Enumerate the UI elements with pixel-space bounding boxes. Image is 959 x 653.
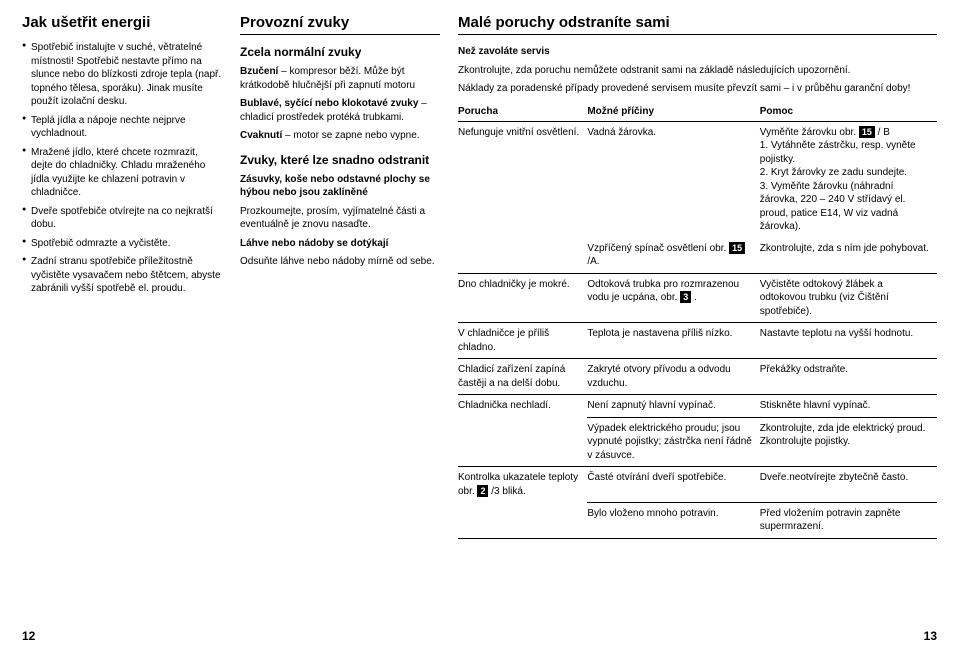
cell-remedy: Vyměňte žárovku obr. 15 / B 1. Vytáhněte… bbox=[760, 121, 937, 238]
th-cause: Možné příčiny bbox=[587, 102, 759, 122]
cell-remedy: Dveře.neotvírejte zbytečně často. bbox=[760, 467, 937, 503]
cell-cause: Vzpříčený spínač osvětlení obr. 15 /A. bbox=[587, 238, 759, 274]
heading-sounds: Provozní zvuky bbox=[240, 14, 440, 35]
table-row: Nefunguje vnitřní osvětlení. Vadná žárov… bbox=[458, 121, 937, 238]
cell-cause: Bylo vloženo mnoho potravin. bbox=[587, 502, 759, 538]
page-number-right: 13 bbox=[924, 629, 937, 643]
table-row: Dno chladničky je mokré. Odtoková trubka… bbox=[458, 273, 937, 323]
troubleshoot-table: Porucha Možné příčiny Pomoc Nefunguje vn… bbox=[458, 102, 937, 539]
figure-badge: 15 bbox=[729, 242, 745, 254]
cell-remedy: Zkontrolujte, zda s ním jde pohybovat. bbox=[760, 238, 937, 274]
figure-badge: 15 bbox=[859, 126, 875, 138]
subheading-removable-sounds: Zvuky, které lze snadno odstranit bbox=[240, 153, 440, 167]
page-number-left: 12 bbox=[22, 629, 35, 643]
para-costs: Náklady za poradenské případy provedené … bbox=[458, 82, 937, 96]
column-troubleshoot: Malé poruchy odstraníte sami Než zavolát… bbox=[458, 14, 937, 539]
page-numbers: 12 13 bbox=[22, 629, 937, 643]
para-bottles-title: Láhve nebo nádoby se dotýkají bbox=[240, 237, 440, 251]
para-click: Cvaknutí – motor se zapne nebo vypne. bbox=[240, 129, 440, 143]
table-row: V chladničce je příliš chladno. Teplota … bbox=[458, 323, 937, 359]
table-row: Kontrolka ukazatele teploty obr. 2 /3 bl… bbox=[458, 467, 937, 503]
cell-cause: Časté otvírání dveří spotřebiče. bbox=[587, 467, 759, 503]
figure-badge: 3 bbox=[680, 291, 691, 303]
cell-cause: Teplota je nastavena příliš nízko. bbox=[587, 323, 759, 359]
table-row: Bylo vloženo mnoho potravin. Před vložen… bbox=[458, 502, 937, 538]
table-row: Chladicí zařízení zapíná častěji a na de… bbox=[458, 359, 937, 395]
cell-cause: Výpadek elektrického proudu; jsou vypnut… bbox=[587, 417, 759, 467]
cell-remedy: Vyčistěte odtokový žlábek a odtokovou tr… bbox=[760, 273, 937, 323]
cell-problem: Kontrolka ukazatele teploty obr. 2 /3 bl… bbox=[458, 467, 587, 503]
table-header-row: Porucha Možné příčiny Pomoc bbox=[458, 102, 937, 122]
heading-energy: Jak ušetřit energii bbox=[22, 14, 222, 31]
cell-cause: Zakryté otvory přívodu a odvodu vzduchu. bbox=[587, 359, 759, 395]
table-row: Výpadek elektrického proudu; jsou vypnut… bbox=[458, 417, 937, 467]
para-buzz: Bzučení – kompresor běží. Může být krátk… bbox=[240, 65, 440, 92]
para-check: Zkontrolujte, zda poruchu nemůžete odstr… bbox=[458, 64, 937, 78]
cell-problem: V chladničce je příliš chladno. bbox=[458, 323, 587, 359]
cell-remedy: Před vložením potravin zapněte supermraz… bbox=[760, 502, 937, 538]
heading-troubleshoot: Malé poruchy odstraníte sami bbox=[458, 14, 937, 35]
cell-problem bbox=[458, 502, 587, 538]
para-drawers-body: Prozkoumejte, prosím, vyjímatelné části … bbox=[240, 205, 440, 232]
cell-cause: Vadná žárovka. bbox=[587, 121, 759, 238]
page-columns: Jak ušetřit energii Spotřebič instalujte… bbox=[22, 14, 937, 539]
cell-cause: Odtoková trubka pro rozmrazenou vodu je … bbox=[587, 273, 759, 323]
column-energy: Jak ušetřit energii Spotřebič instalujte… bbox=[22, 14, 222, 539]
cell-problem bbox=[458, 238, 587, 274]
table-row: Vzpříčený spínač osvětlení obr. 15 /A. Z… bbox=[458, 238, 937, 274]
list-item: Zadní stranu spotřebiče příležitostně vy… bbox=[22, 255, 222, 296]
table-row: Chladnička nechladí. Není zapnutý hlavní… bbox=[458, 395, 937, 418]
cell-problem: Chladicí zařízení zapíná častěji a na de… bbox=[458, 359, 587, 395]
cell-remedy: Stiskněte hlavní vypínač. bbox=[760, 395, 937, 418]
sub-before-service: Než zavoláte servis bbox=[458, 45, 937, 59]
list-item: Spotřebič instalujte v suché, větratelné… bbox=[22, 41, 222, 109]
th-remedy: Pomoc bbox=[760, 102, 937, 122]
para-bottles-body: Odsuňte láhve nebo nádoby mírně od sebe. bbox=[240, 255, 440, 269]
cell-problem bbox=[458, 417, 587, 467]
cell-remedy: Zkontrolujte, zda jde elektrický proud. … bbox=[760, 417, 937, 467]
figure-badge: 2 bbox=[477, 485, 488, 497]
energy-bullets: Spotřebič instalujte v suché, větratelné… bbox=[22, 41, 222, 296]
cell-problem: Chladnička nechladí. bbox=[458, 395, 587, 418]
subheading-normal-sounds: Zcela normální zvuky bbox=[240, 45, 440, 59]
list-item: Teplá jídla a nápoje nechte nejprve vych… bbox=[22, 114, 222, 141]
list-item: Spotřebič odmrazte a vyčistěte. bbox=[22, 237, 222, 251]
list-item: Mražené jídlo, které chcete rozmrazit, d… bbox=[22, 146, 222, 200]
cell-remedy: Nastavte teplotu na vyšší hodnotu. bbox=[760, 323, 937, 359]
cell-problem: Dno chladničky je mokré. bbox=[458, 273, 587, 323]
para-drawers-title: Zásuvky, koše nebo odstavné plochy se hý… bbox=[240, 173, 440, 200]
cell-cause: Není zapnutý hlavní vypínač. bbox=[587, 395, 759, 418]
para-bubble: Bublavé, syčící nebo klokotavé zvuky – c… bbox=[240, 97, 440, 124]
cell-problem: Nefunguje vnitřní osvětlení. bbox=[458, 121, 587, 238]
cell-remedy: Překážky odstraňte. bbox=[760, 359, 937, 395]
column-sounds: Provozní zvuky Zcela normální zvuky Bzuč… bbox=[240, 14, 440, 539]
th-problem: Porucha bbox=[458, 102, 587, 122]
list-item: Dveře spotřebiče otvírejte na co nejkrat… bbox=[22, 205, 222, 232]
